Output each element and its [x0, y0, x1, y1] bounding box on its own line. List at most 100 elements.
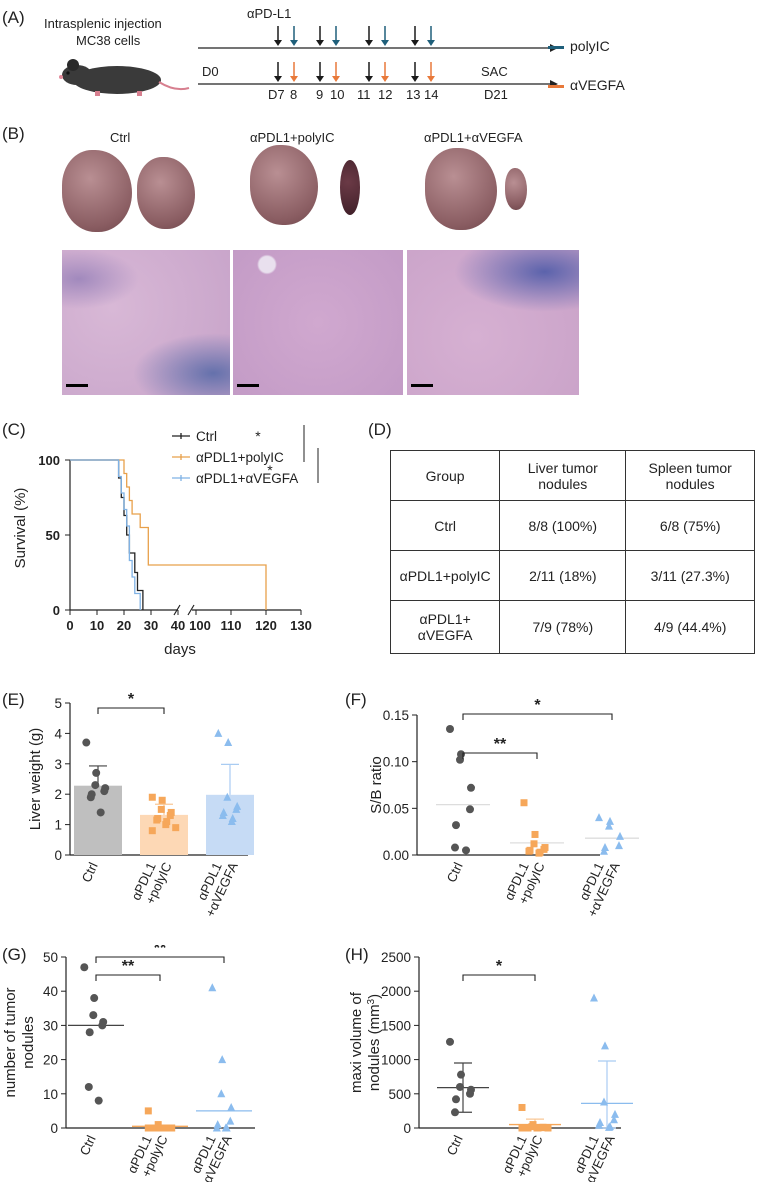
dose-arrow-head [316, 76, 324, 82]
table-header-cell: Spleen tumor nodules [625, 450, 755, 501]
y-tick-label: 100 [38, 453, 60, 468]
y-tick-label: 500 [388, 1087, 411, 1102]
legend-label: αPDL1+polyIC [196, 450, 284, 465]
histology-ctrl [62, 250, 230, 395]
data-point [456, 755, 464, 764]
panel-label-a: (A) [2, 8, 25, 27]
sig-label: * [496, 958, 503, 975]
legend-label: Ctrl [196, 429, 217, 444]
table-header-cell: Liver tumor nodules [499, 450, 627, 501]
data-point [528, 1123, 536, 1131]
dose-arrow-head [290, 40, 298, 46]
table-cell: 2/11 (18%) [499, 550, 627, 601]
data-point [166, 811, 174, 819]
data-point [611, 1109, 619, 1118]
day-label: 13 [406, 87, 421, 102]
y-tick-label: 0 [53, 603, 60, 618]
legend-avegfa-label: αVEGFA [570, 77, 625, 93]
table-cell: αPDL1+ αVEGFA [389, 600, 501, 654]
data-point [544, 1124, 552, 1132]
data-point [451, 1108, 459, 1117]
group-label-ctrl: Ctrl [110, 130, 131, 145]
y-axis-label: number of tumor [2, 987, 19, 1097]
table-cell: 6/8 (75%) [625, 500, 755, 551]
y-tick-label: 0 [50, 1121, 58, 1136]
table-cell: 4/9 (44.4%) [625, 600, 755, 654]
data-point [538, 1124, 546, 1132]
data-point [158, 796, 166, 804]
data-point [153, 1124, 161, 1132]
injection-label-line1: Intrasplenic injection [44, 16, 162, 31]
data-point [518, 1124, 526, 1132]
data-point [466, 1089, 474, 1098]
table-cell: 7/9 (78%) [499, 600, 627, 654]
data-point [520, 799, 528, 807]
mouse-icon [59, 59, 190, 96]
y-tick-label: 2000 [381, 984, 411, 999]
y-axis-label: maxi volume of [348, 991, 365, 1093]
day-label: 11 [357, 87, 371, 102]
y-tick-label: 4 [54, 726, 62, 741]
day-label: 9 [316, 87, 324, 102]
data-point [91, 781, 100, 790]
y-tick-label: 40 [43, 984, 58, 999]
dose-arrow-head [427, 76, 435, 82]
dose-arrow-head [365, 40, 373, 46]
x-tick-label: 100 [189, 618, 211, 633]
table-header-row: Group Liver tumor nodules Spleen tumor n… [389, 450, 755, 501]
axis-break-mark [187, 604, 195, 616]
liver-photo-ctrl-2 [137, 157, 195, 229]
sig-label: * [534, 697, 541, 714]
data-point [217, 1089, 226, 1098]
spleen-photo-polyic [340, 160, 360, 215]
data-point [456, 1082, 464, 1091]
group-label-avegfa: αPDL1+αVEGFA [424, 130, 523, 145]
data-point [605, 821, 613, 830]
data-point [226, 1116, 235, 1125]
data-point [457, 1070, 465, 1079]
y-axis-label: S/B ratio [368, 756, 385, 814]
data-point [153, 816, 161, 824]
sig-bracket [462, 713, 613, 720]
data-point [452, 821, 460, 830]
data-point [446, 1037, 454, 1046]
day-label: 10 [330, 87, 345, 102]
panel-label-f: (F) [345, 690, 367, 709]
data-point [540, 845, 548, 853]
data-point [600, 1097, 608, 1106]
group-label-polyic: αPDL1+polyIC [250, 130, 335, 145]
scale-bar-avegfa [411, 384, 433, 387]
x-tick-label: 130 [290, 618, 312, 633]
data-point [232, 804, 241, 813]
y-tick-label: 50 [46, 528, 60, 543]
data-point [227, 817, 236, 826]
data-point [466, 805, 474, 814]
dose-arrow-head [381, 40, 389, 46]
day0-label: D0 [202, 64, 219, 79]
sig-bracket [95, 974, 161, 981]
y-tick-label: 5 [54, 696, 62, 711]
data-point [467, 783, 475, 792]
data-point [148, 793, 156, 801]
category-label: Ctrl [444, 1133, 466, 1158]
data-point [84, 1082, 93, 1091]
survival-xlabel: days [164, 641, 196, 658]
dose-arrow-head [274, 76, 282, 82]
antibody-label: αPD-L1 [247, 6, 292, 21]
data-point [218, 810, 227, 819]
x-tick-label: 120 [255, 618, 277, 633]
y-tick-label: 3 [54, 757, 62, 772]
day-label: 14 [424, 87, 439, 102]
data-point [523, 1124, 531, 1132]
data-point [94, 1096, 103, 1105]
data-point [148, 827, 156, 835]
data-point [100, 787, 109, 796]
day-label: D21 [484, 87, 508, 102]
category-label: Ctrl [79, 860, 101, 885]
data-point [80, 963, 89, 972]
y-tick-label: 10 [43, 1087, 58, 1102]
nodule-table: Group Liver tumor nodules Spleen tumor n… [389, 450, 755, 654]
legend-label: αPDL1+αVEGFA [196, 471, 298, 486]
sig-bracket [97, 707, 165, 714]
day-label: 8 [290, 87, 298, 102]
